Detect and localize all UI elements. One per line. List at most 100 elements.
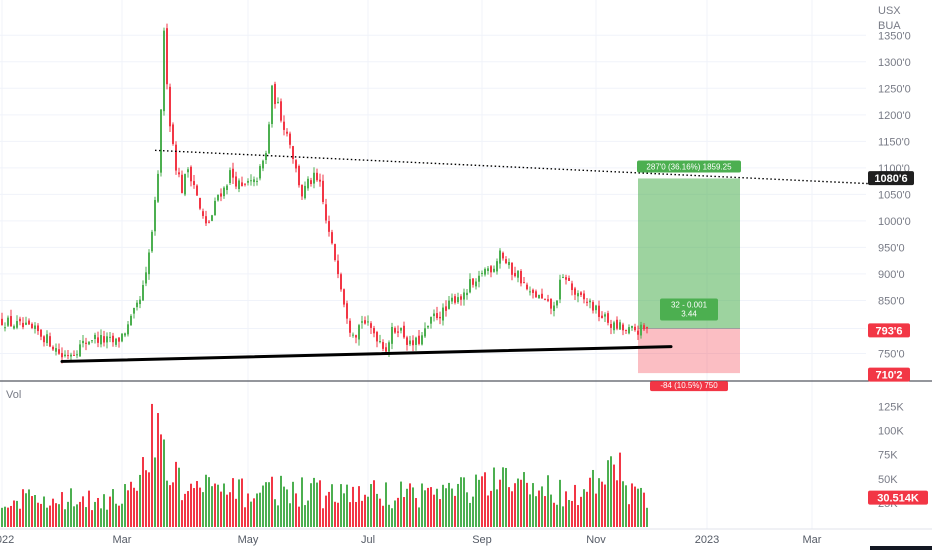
candle	[577, 290, 579, 303]
trendlines[interactable]	[60, 149, 873, 363]
candle	[526, 282, 528, 291]
candle	[523, 277, 525, 284]
candle	[298, 164, 300, 188]
volume-bar	[508, 487, 510, 527]
volume-bar	[166, 480, 168, 527]
time-tick-label: May	[238, 534, 259, 546]
candle	[259, 164, 261, 181]
resistance-tag-bg	[868, 171, 914, 186]
volume-bar	[418, 507, 420, 527]
candle	[25, 316, 27, 326]
candle	[148, 249, 150, 280]
candle	[592, 300, 594, 314]
candle	[4, 322, 6, 332]
candle	[256, 177, 258, 186]
volume-bar	[487, 495, 489, 527]
candle	[376, 330, 378, 348]
candle	[448, 295, 450, 310]
price-tick-label: 1000'0	[878, 216, 911, 228]
volume-bar	[634, 486, 636, 527]
volume-bar	[121, 503, 123, 527]
target-label[interactable]: 287'0 (36.16%) 1859.25	[637, 160, 741, 173]
candle	[418, 330, 420, 346]
candle	[205, 210, 207, 226]
volume-bar	[172, 482, 174, 527]
candle	[16, 315, 18, 330]
stop-label[interactable]: -84 (10.5%) 750	[650, 381, 728, 392]
candle	[646, 326, 648, 334]
volume-bar	[79, 501, 81, 527]
candle	[79, 339, 81, 357]
volume-bar	[541, 486, 543, 527]
time-axis[interactable]: 2022 Mar May Jul Sep Nov 2023 Mar	[0, 534, 822, 546]
price-tick-label: 1150'0	[878, 136, 910, 148]
risk-reward-label[interactable]: 32 - 0.001 3.44	[660, 298, 718, 321]
volume-bar	[385, 482, 387, 527]
loss-zone[interactable]	[638, 328, 740, 374]
candle	[28, 318, 30, 326]
volume-bar	[631, 483, 633, 527]
candle	[358, 323, 360, 346]
volume-bar	[376, 493, 378, 527]
candle	[160, 109, 162, 177]
long-position-tool[interactable]	[638, 178, 740, 374]
volume-bar	[436, 488, 438, 527]
candle	[277, 97, 279, 104]
volume-bar	[511, 491, 513, 527]
price-tick-label: 1200'0	[878, 110, 911, 122]
candle	[553, 301, 555, 317]
candle	[496, 258, 498, 275]
candle	[622, 322, 624, 336]
candle	[520, 269, 522, 287]
volume-tag-text: 30.514K	[877, 493, 919, 505]
risk-reward-line1: 32 - 0.001	[671, 301, 708, 310]
volume-bar	[22, 489, 24, 527]
volume-bar	[223, 483, 225, 527]
support-trendline[interactable]	[60, 345, 673, 363]
candle	[565, 274, 567, 285]
target-label-text: 287'0 (36.16%) 1859.25	[646, 162, 732, 171]
volume-bar	[643, 492, 645, 527]
candle	[106, 332, 108, 349]
volume-bar	[628, 504, 630, 527]
candle	[601, 311, 603, 319]
price-tick-label: 1300'0	[878, 57, 911, 69]
volume-bar	[145, 470, 147, 527]
candle	[415, 336, 417, 351]
volume-bar	[106, 509, 108, 527]
candle	[244, 183, 246, 187]
candle	[529, 286, 531, 296]
candle	[289, 131, 291, 149]
candle	[382, 339, 384, 352]
bottom-tab[interactable]	[870, 546, 932, 550]
volume-bar	[439, 499, 441, 527]
candle	[328, 215, 330, 237]
volume-tick-label: 100K	[878, 426, 904, 438]
candle	[313, 167, 315, 189]
price-axis[interactable]: 1350'01300'01250'01200'01150'01100'01050…	[878, 30, 911, 360]
volume-bar	[178, 467, 180, 527]
candle	[316, 168, 318, 182]
volume-bar	[88, 490, 90, 527]
candle	[331, 229, 333, 245]
candle	[34, 322, 36, 334]
volume-bar	[235, 498, 237, 527]
volume-bar	[496, 489, 498, 527]
candle	[142, 280, 144, 301]
volume-bar	[490, 490, 492, 527]
candle	[640, 321, 642, 339]
candle	[145, 266, 147, 287]
volume-bar	[394, 500, 396, 527]
candle	[58, 343, 60, 355]
candle	[625, 329, 627, 335]
time-tick-label: Sep	[472, 534, 492, 546]
candle	[238, 178, 240, 193]
volume-bar	[184, 493, 186, 527]
candle	[532, 288, 534, 299]
volume-bar	[208, 477, 210, 527]
candle	[400, 327, 402, 334]
volume-axis[interactable]: 125K100K75K50K25K	[878, 401, 904, 509]
volume-bar	[337, 502, 339, 527]
candle	[412, 335, 414, 352]
